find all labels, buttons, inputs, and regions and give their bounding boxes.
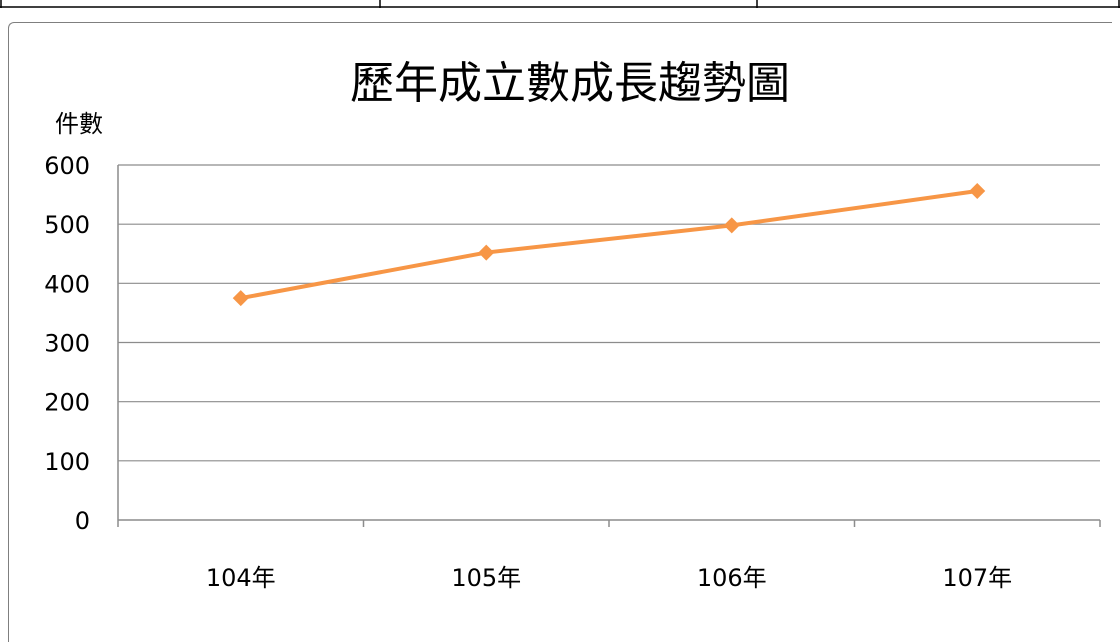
y-tick-label: 500 <box>44 211 90 239</box>
top-table-border-lines <box>0 0 1120 8</box>
x-tick-label: 107年 <box>942 564 1012 592</box>
chart-frame <box>8 22 1112 642</box>
top-table-border <box>0 0 1120 8</box>
y-tick-label: 100 <box>44 448 90 476</box>
gridlines <box>118 164 1100 462</box>
y-tick-label: 200 <box>44 389 90 417</box>
y-tick-label: 0 <box>75 507 90 535</box>
x-tick-label: 104年 <box>206 564 276 592</box>
data-point <box>723 217 740 234</box>
y-tick-label: 600 <box>44 152 90 180</box>
data-point <box>232 290 249 307</box>
y-tick-label: 400 <box>44 270 90 298</box>
x-tick-label: 105年 <box>451 564 521 592</box>
series-line <box>240 189 978 301</box>
series-group <box>232 183 986 307</box>
axes <box>117 165 1101 527</box>
x-tick-label: 106年 <box>697 564 767 592</box>
x-tick-labels: 104年 105年 106年 107年 <box>206 564 1012 592</box>
y-tick-labels: 0 100 200 300 400 500 600 <box>44 152 90 535</box>
chart-title: 歷年成立數成長趨勢圖 <box>350 58 790 109</box>
y-axis-label: 件數 <box>55 110 103 138</box>
y-tick-label: 300 <box>44 330 90 358</box>
data-point <box>478 244 495 261</box>
data-point <box>969 183 986 200</box>
